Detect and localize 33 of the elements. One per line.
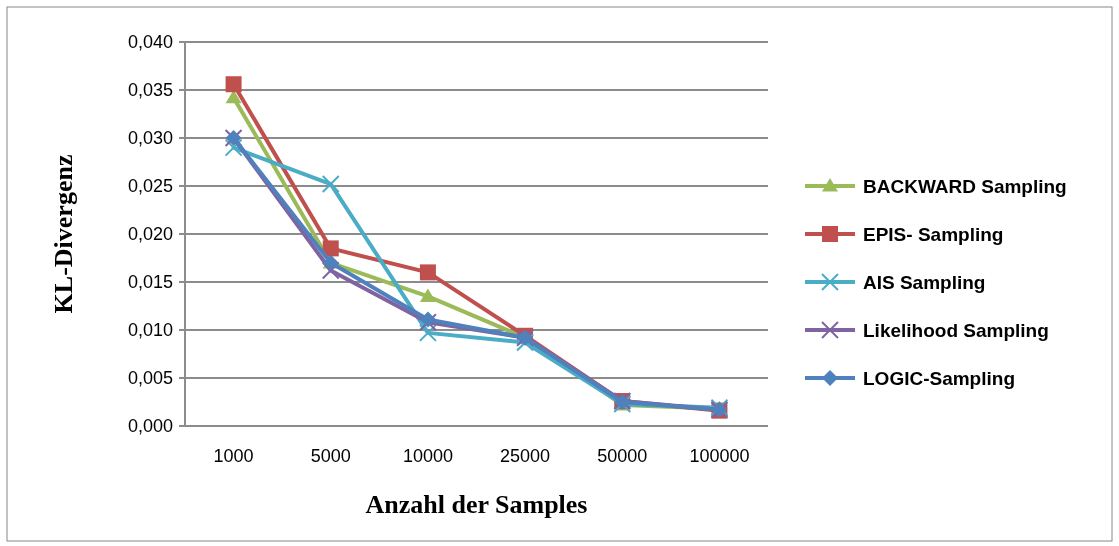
point xyxy=(322,240,339,257)
point xyxy=(321,261,340,280)
legend-label: BACKWARD Sampling xyxy=(863,175,1067,197)
point xyxy=(516,333,535,352)
y-tick-label: 0,000 xyxy=(127,416,173,437)
point xyxy=(225,76,242,93)
point xyxy=(224,138,243,157)
y-tick-label: 0,030 xyxy=(127,128,173,149)
legend-label: EPIS- Sampling xyxy=(863,223,1004,245)
legend-label: Likelihood Sampling xyxy=(863,319,1049,341)
y-tick-label: 0,015 xyxy=(127,272,173,293)
point xyxy=(419,311,436,328)
y-tick-label: 0,040 xyxy=(127,32,173,53)
x-tick-label: 100000 xyxy=(689,446,750,466)
x-tick-label: 1000 xyxy=(213,446,254,466)
x-tick-label: 25000 xyxy=(500,446,551,466)
legend-label: LOGIC-Sampling xyxy=(863,367,1015,389)
point xyxy=(419,264,436,281)
point xyxy=(418,323,437,342)
legend-label: AIS Sampling xyxy=(863,271,986,293)
point xyxy=(418,313,437,332)
y-tick-label: 0,035 xyxy=(127,80,173,101)
y-axis-title: KL-Divergenz xyxy=(49,154,78,314)
x-tick-label: 5000 xyxy=(310,446,351,466)
y-tick-label: 0,005 xyxy=(127,368,173,389)
x-axis-title: Anzahl der Samples xyxy=(365,490,588,519)
y-tick-label: 0,020 xyxy=(127,224,173,245)
x-tick-label: 50000 xyxy=(597,446,648,466)
y-tick-label: 0,025 xyxy=(127,176,173,197)
point xyxy=(419,288,436,302)
point xyxy=(321,175,340,194)
y-tick-label: 0,010 xyxy=(127,320,173,341)
x-tick-label: 10000 xyxy=(402,446,453,466)
